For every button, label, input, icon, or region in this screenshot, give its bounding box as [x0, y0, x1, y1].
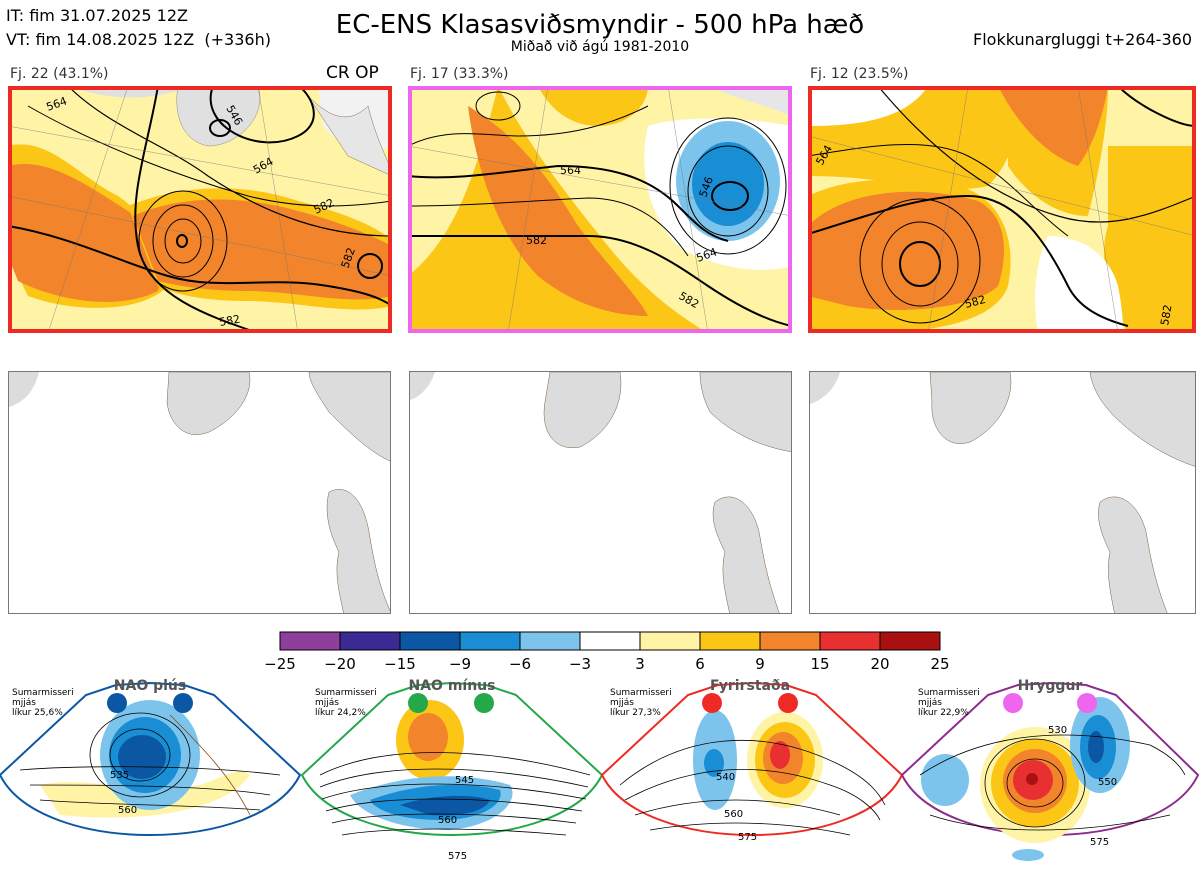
regime-2-season: Sumarmisseri	[315, 688, 377, 698]
regime-1-season: Sumarmisseri	[12, 688, 74, 698]
regime-4: 530 550 575 Hryggur Sumarmisseri mjjás l…	[900, 678, 1200, 861]
cluster-3-frame	[808, 86, 1196, 333]
cluster-tags-1: CR OP	[326, 63, 379, 83]
regime-4-contour-label: 530	[1048, 725, 1067, 736]
regime-2-scope: mjjás	[315, 698, 339, 708]
cluster-map-2: 564 546 582 564 582	[408, 86, 792, 333]
colorbar-swatch	[279, 631, 341, 651]
colorbar-swatch	[519, 631, 581, 651]
colorbar-swatch	[819, 631, 881, 651]
regime-1-dot	[107, 693, 127, 713]
valid-time: VT: fim 14.08.2025 12Z (+336h)	[6, 30, 271, 49]
chart-title: EC-ENS Klasasviðsmyndir - 500 hPa hæð	[335, 10, 865, 40]
colorbar-tick-label: −6	[509, 655, 531, 673]
cluster-map-3-svg: 564 582 582	[808, 86, 1196, 333]
empty-map-3	[809, 371, 1196, 614]
colorbar-tick-label: −3	[569, 655, 591, 673]
regime-2: 545 560 575 NAO mínus Sumarmisseri mjjás…	[300, 678, 604, 862]
cluster-3-contour-label: 582	[1158, 304, 1174, 327]
regime-1-likelihood: líkur 25,6%	[12, 708, 63, 718]
cluster-label-2: Fj. 17 (33.3%)	[410, 66, 509, 82]
colorbar: −25 −20 −15 −9 −6 −3 3 6 9 15 20 25	[262, 630, 962, 675]
regime-2-name: NAO mínus	[409, 678, 496, 694]
empty-map-2	[409, 371, 792, 614]
regime-2-likelihood: líkur 24,2%	[315, 708, 366, 718]
colorbar-swatch	[699, 631, 761, 651]
regime-4-contour-label: 550	[1098, 777, 1117, 788]
regime-4-scope: mjjás	[918, 698, 942, 708]
regime-1-contour-label: 535	[110, 770, 129, 781]
regime-1: 535 560 NAO plús Sumarmisseri mjjás líku…	[0, 678, 302, 836]
cluster-label-1: Fj. 22 (43.1%)	[10, 66, 109, 82]
regime-3: 540 560 575 Fyrirstaða Sumarmisseri mjjá…	[600, 678, 904, 843]
colorbar-svg: −25 −20 −15 −9 −6 −3 3 6 9 15 20 25	[264, 631, 950, 673]
regime-3-contour-label: 540	[716, 772, 735, 783]
colorbar-tick-label: 3	[635, 655, 645, 673]
colorbar-tick-label: 9	[755, 655, 765, 673]
regime-2-dot	[408, 693, 428, 713]
cluster-map-3: 564 582 582	[808, 86, 1196, 333]
colorbar-tick-label: −15	[384, 655, 416, 673]
window-label: Flokkunargluggi t+264-360	[973, 30, 1192, 49]
colorbar-tick-label: 25	[930, 655, 949, 673]
cluster-2-contour-label: 564	[560, 164, 581, 177]
cluster-map-2-svg: 564 546 582 564 582	[408, 86, 792, 333]
cluster-1-frame	[8, 86, 392, 333]
regime-4-contour-label: 575	[1090, 837, 1109, 848]
regime-row-svg: 535 560 NAO plús Sumarmisseri mjjás líku…	[0, 678, 1200, 862]
colorbar-swatch	[759, 631, 821, 651]
landmass-1	[9, 372, 390, 613]
cluster-3-contour-label: 582	[963, 293, 987, 311]
colorbar-tick-label: 6	[695, 655, 705, 673]
regime-2-contour-label: 545	[455, 775, 474, 786]
landmass-2	[410, 372, 791, 613]
empty-map-1	[8, 371, 391, 614]
cluster-1-contour-label: 582	[218, 313, 241, 329]
regime-1-dot	[173, 693, 193, 713]
regime-3-name: Fyrirstaða	[710, 678, 790, 694]
regime-1-contour-label: 560	[118, 805, 137, 816]
regime-4-dot	[1077, 693, 1097, 713]
landmass-3	[810, 372, 1195, 613]
regime-4-likelihood: líkur 22,9%	[918, 708, 969, 718]
init-time: IT: fim 31.07.2025 12Z	[6, 6, 188, 25]
regime-3-dot	[778, 693, 798, 713]
header-times: IT: fim 31.07.2025 12Z VT: fim 14.08.2025…	[6, 4, 271, 52]
regime-3-likelihood: líkur 27,3%	[610, 708, 661, 718]
cluster-map-1: 564 546 564 582 582 582	[8, 86, 392, 333]
regime-4-season: Sumarmisseri	[918, 688, 980, 698]
colorbar-swatch	[339, 631, 401, 651]
colorbar-tick-label: 15	[810, 655, 829, 673]
regime-3-contour-label: 575	[738, 832, 757, 843]
cluster-2-contour-label: 582	[526, 234, 547, 247]
chart-subtitle: Miðað við ágú 1981-2010	[510, 39, 690, 55]
regime-4-name: Hryggur	[1018, 678, 1083, 694]
regime-row: 535 560 NAO plús Sumarmisseri mjjás líku…	[0, 675, 1200, 871]
cluster-2-frame	[408, 86, 792, 333]
colorbar-swatch	[579, 631, 641, 651]
regime-2-contour-label: 560	[438, 815, 457, 826]
colorbar-tick-label: −20	[324, 655, 356, 673]
colorbar-tick-label: −25	[264, 655, 296, 673]
regime-3-contour-label: 560	[724, 809, 743, 820]
regime-3-season: Sumarmisseri	[610, 688, 672, 698]
colorbar-tick-label: 20	[870, 655, 889, 673]
colorbar-swatch	[639, 631, 701, 651]
colorbar-tick-label: −9	[449, 655, 471, 673]
colorbar-swatch	[399, 631, 461, 651]
colorbar-swatch	[879, 631, 941, 651]
regime-3-dot	[702, 693, 722, 713]
regime-1-name: NAO plús	[114, 678, 186, 694]
cluster-label-3: Fj. 12 (23.5%)	[810, 66, 909, 82]
regime-4-dot	[1003, 693, 1023, 713]
regime-2-contour-label: 575	[448, 851, 467, 862]
regime-2-dot	[474, 693, 494, 713]
regime-3-scope: mjjás	[610, 698, 634, 708]
cluster-map-1-svg: 564 546 564 582 582 582	[8, 86, 392, 333]
colorbar-swatch	[459, 631, 521, 651]
regime-1-scope: mjjás	[12, 698, 36, 708]
